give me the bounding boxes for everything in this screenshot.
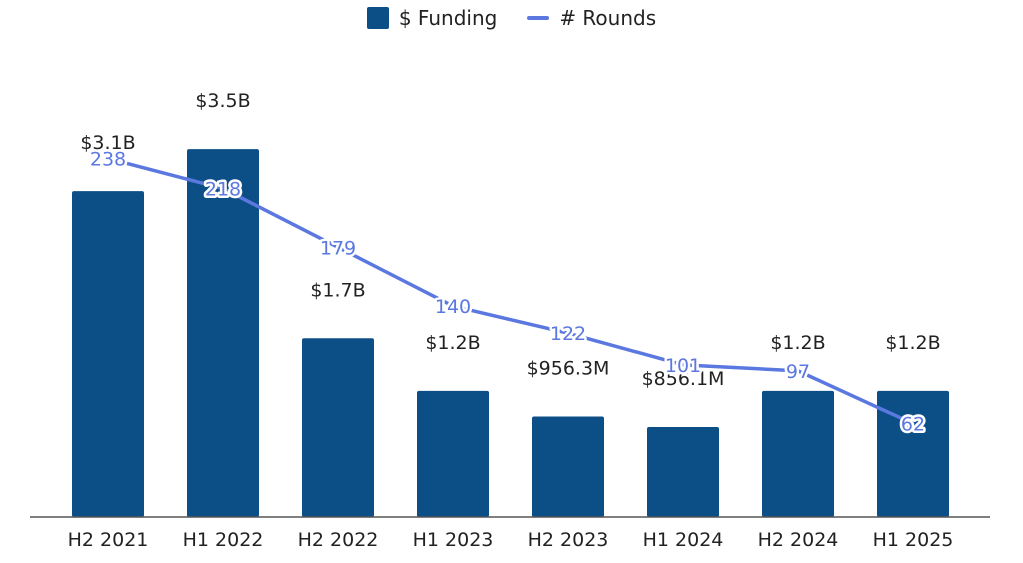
line-data-label: 122 bbox=[550, 323, 586, 345]
bar-funding-3[interactable] bbox=[417, 390, 489, 517]
bar-funding-7[interactable] bbox=[877, 390, 949, 517]
line-data-label-halo: 140 bbox=[435, 296, 471, 318]
bar-data-label: $3.5B bbox=[195, 90, 250, 112]
line-data-label: 218 bbox=[205, 179, 241, 201]
bar-data-label: $956.3M bbox=[527, 357, 610, 379]
legend-label-rounds: # Rounds bbox=[559, 6, 657, 30]
bar-data-label: $1.2B bbox=[885, 332, 940, 354]
bar-data-label: $3.1B bbox=[80, 132, 135, 154]
bar-funding-1[interactable] bbox=[187, 149, 259, 517]
bar-funding-0[interactable] bbox=[72, 191, 144, 518]
legend-item-funding[interactable]: $ Funding bbox=[366, 6, 498, 30]
line-data-label: 179 bbox=[320, 237, 356, 259]
legend-bar-swatch bbox=[366, 7, 389, 29]
x-tick-label: H2 2021 bbox=[68, 529, 149, 551]
line-data-label: 238 bbox=[90, 148, 126, 170]
line-rounds[interactable] bbox=[106, 156, 915, 426]
x-tick-label: H2 2024 bbox=[758, 529, 839, 551]
line-data-label: 140 bbox=[435, 296, 471, 318]
line-data-label-halo: 101 bbox=[665, 355, 701, 377]
bar-data-label: $856.1M bbox=[642, 368, 725, 390]
bar-data-label: $1.7B bbox=[310, 279, 365, 301]
line-data-label: 101 bbox=[665, 355, 701, 377]
legend: $ Funding # Rounds bbox=[0, 6, 1023, 30]
legend-label-funding: $ Funding bbox=[398, 6, 498, 30]
line-data-label-halo: 97 bbox=[786, 361, 810, 383]
bar-funding-6[interactable] bbox=[762, 390, 834, 517]
line-data-label-halo: 62 bbox=[901, 414, 925, 436]
x-tick-label: H1 2023 bbox=[413, 529, 494, 551]
x-tick-label: H2 2022 bbox=[298, 529, 379, 551]
x-tick-label: H2 2023 bbox=[528, 529, 609, 551]
bar-data-label: $1.2B bbox=[425, 332, 480, 354]
legend-item-rounds[interactable]: # Rounds bbox=[527, 6, 656, 30]
line-data-label-halo: 179 bbox=[320, 237, 356, 259]
line-data-label-halo: 238 bbox=[90, 148, 126, 170]
line-data-label-halo: 122 bbox=[550, 323, 586, 345]
x-tick-label: H1 2022 bbox=[183, 529, 264, 551]
line-data-label: 97 bbox=[786, 361, 810, 383]
line-data-label-halo: 218 bbox=[205, 179, 241, 201]
legend-line-swatch bbox=[527, 16, 550, 20]
bar-data-label: $1.2B bbox=[770, 332, 825, 354]
x-tick-label: H1 2024 bbox=[643, 529, 724, 551]
bar-funding-5[interactable] bbox=[647, 427, 719, 517]
line-data-label: 62 bbox=[901, 414, 925, 436]
x-tick-label: H1 2025 bbox=[873, 529, 954, 551]
bar-funding-4[interactable] bbox=[532, 416, 604, 517]
bar-funding-2[interactable] bbox=[302, 338, 374, 517]
